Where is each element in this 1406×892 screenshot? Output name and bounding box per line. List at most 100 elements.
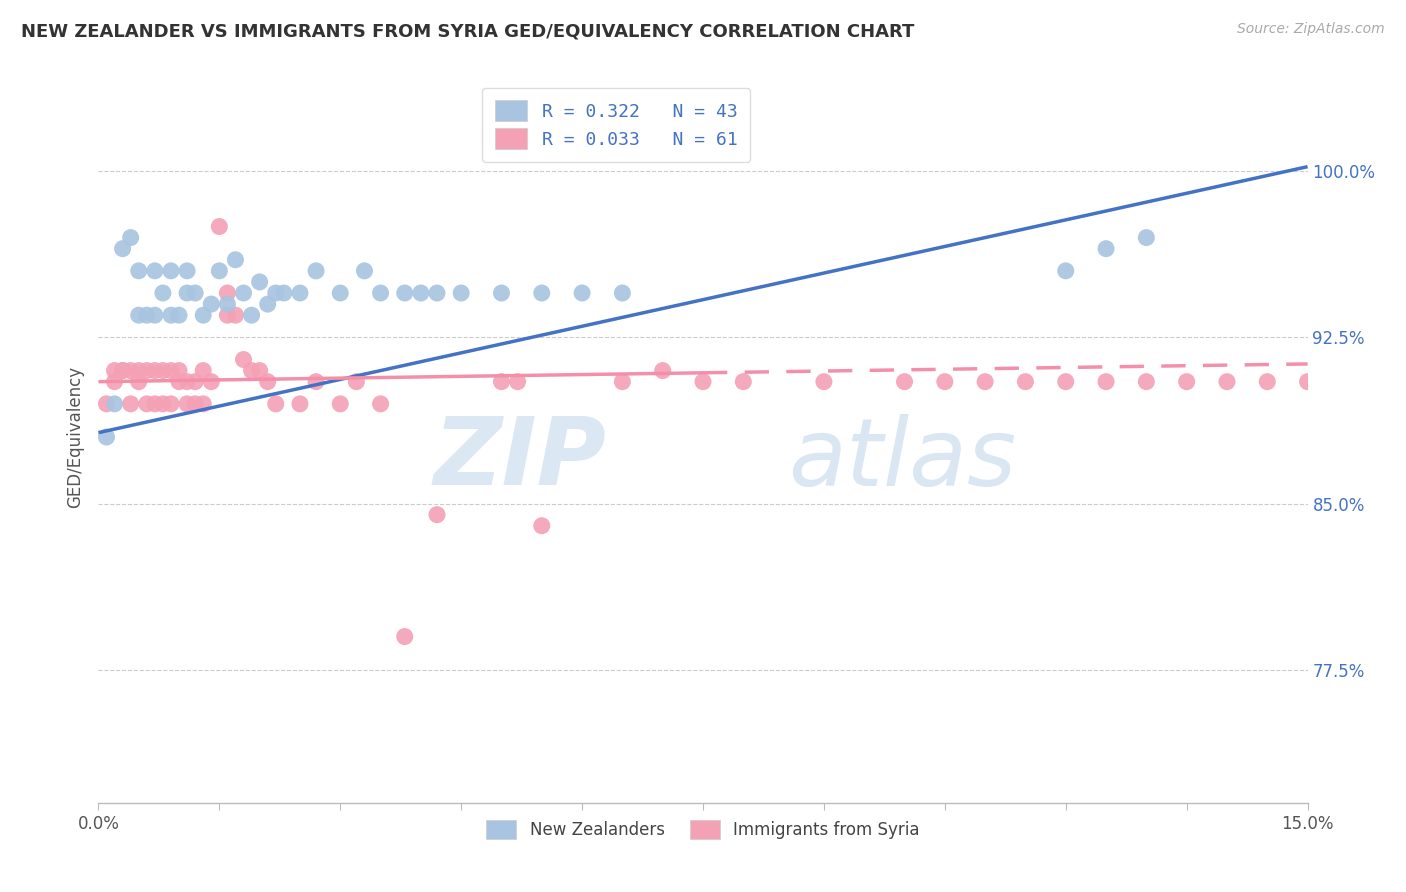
- Point: [208, 264, 231, 278]
- Point: [120, 397, 142, 411]
- Point: [128, 375, 150, 389]
- Legend: New Zealanders, Immigrants from Syria: New Zealanders, Immigrants from Syria: [479, 814, 927, 846]
- Point: [491, 375, 513, 389]
- Point: [506, 375, 529, 389]
- Point: [1014, 375, 1036, 389]
- Point: [934, 375, 956, 389]
- Point: [120, 363, 142, 377]
- Point: [111, 363, 134, 377]
- Point: [128, 264, 150, 278]
- Point: [176, 397, 198, 411]
- Point: [167, 308, 190, 322]
- Text: NEW ZEALANDER VS IMMIGRANTS FROM SYRIA GED/EQUIVALENCY CORRELATION CHART: NEW ZEALANDER VS IMMIGRANTS FROM SYRIA G…: [21, 22, 914, 40]
- Point: [1135, 375, 1157, 389]
- Point: [200, 375, 222, 389]
- Point: [176, 285, 198, 300]
- Point: [426, 285, 449, 300]
- Point: [733, 375, 755, 389]
- Point: [329, 285, 352, 300]
- Point: [217, 285, 239, 300]
- Point: [143, 308, 166, 322]
- Point: [491, 285, 513, 300]
- Point: [530, 285, 553, 300]
- Point: [176, 375, 198, 389]
- Point: [1054, 264, 1077, 278]
- Point: [167, 375, 190, 389]
- Point: [232, 285, 254, 300]
- Point: [111, 242, 134, 256]
- Point: [394, 285, 416, 300]
- Point: [305, 375, 328, 389]
- Point: [1135, 230, 1157, 244]
- Point: [571, 285, 593, 300]
- Point: [128, 363, 150, 377]
- Point: [370, 285, 392, 300]
- Point: [152, 285, 174, 300]
- Point: [692, 375, 714, 389]
- Point: [160, 308, 183, 322]
- Y-axis label: GED/Equivalency: GED/Equivalency: [66, 366, 84, 508]
- Point: [1296, 375, 1319, 389]
- Point: [152, 363, 174, 377]
- Point: [530, 518, 553, 533]
- Text: Source: ZipAtlas.com: Source: ZipAtlas.com: [1237, 22, 1385, 37]
- Point: [1175, 375, 1198, 389]
- Point: [329, 397, 352, 411]
- Point: [143, 363, 166, 377]
- Point: [224, 252, 246, 267]
- Point: [256, 375, 278, 389]
- Point: [160, 397, 183, 411]
- Point: [111, 363, 134, 377]
- Point: [128, 308, 150, 322]
- Point: [200, 297, 222, 311]
- Point: [120, 230, 142, 244]
- Point: [103, 363, 125, 377]
- Point: [1054, 375, 1077, 389]
- Point: [288, 285, 311, 300]
- Point: [135, 363, 157, 377]
- Point: [143, 264, 166, 278]
- Point: [143, 397, 166, 411]
- Point: [193, 397, 215, 411]
- Point: [1216, 375, 1239, 389]
- Point: [135, 397, 157, 411]
- Point: [103, 375, 125, 389]
- Point: [1256, 375, 1278, 389]
- Point: [264, 285, 287, 300]
- Point: [893, 375, 915, 389]
- Point: [974, 375, 997, 389]
- Point: [256, 297, 278, 311]
- Point: [103, 397, 125, 411]
- Point: [1095, 242, 1118, 256]
- Text: ZIP: ZIP: [433, 413, 606, 505]
- Point: [184, 375, 207, 389]
- Point: [370, 397, 392, 411]
- Point: [1095, 375, 1118, 389]
- Point: [160, 264, 183, 278]
- Point: [240, 363, 263, 377]
- Point: [409, 285, 432, 300]
- Point: [273, 285, 295, 300]
- Point: [167, 363, 190, 377]
- Point: [208, 219, 231, 234]
- Point: [450, 285, 472, 300]
- Point: [184, 397, 207, 411]
- Point: [651, 363, 673, 377]
- Point: [353, 264, 375, 278]
- Point: [184, 285, 207, 300]
- Point: [152, 397, 174, 411]
- Point: [96, 397, 118, 411]
- Point: [176, 264, 198, 278]
- Point: [813, 375, 835, 389]
- Point: [426, 508, 449, 522]
- Point: [305, 264, 328, 278]
- Point: [344, 375, 367, 389]
- Point: [96, 430, 118, 444]
- Point: [264, 397, 287, 411]
- Point: [224, 308, 246, 322]
- Point: [288, 397, 311, 411]
- Point: [135, 308, 157, 322]
- Point: [160, 363, 183, 377]
- Point: [612, 285, 634, 300]
- Text: atlas: atlas: [787, 414, 1017, 505]
